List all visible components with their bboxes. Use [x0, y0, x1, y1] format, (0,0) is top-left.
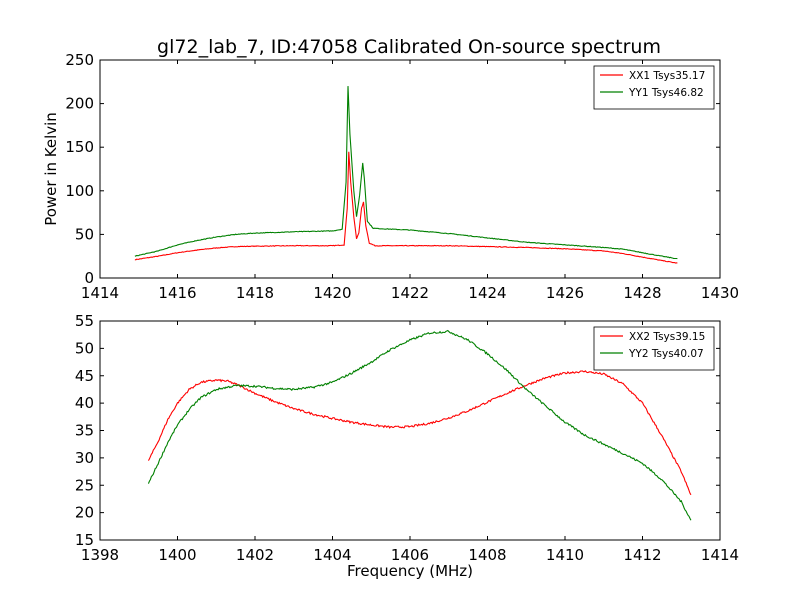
y-tick-label: 250: [65, 51, 94, 69]
legend-label: YY1 Tsys46.82: [628, 87, 704, 99]
y-tick-label: 20: [75, 504, 94, 522]
x-tick-label: 1398: [81, 546, 119, 564]
legend-label: XX1 Tsys35.17: [629, 70, 705, 82]
y-tick-label: 40: [75, 394, 94, 412]
x-tick-label: 1416: [158, 284, 196, 302]
chart-title: gl72_lab_7, ID:47058 Calibrated On-sourc…: [157, 36, 661, 58]
y-axis-label: Power in Kelvin: [42, 112, 60, 226]
series-line-1-2: [134, 86, 678, 260]
y-tick-label: 25: [75, 476, 94, 494]
y-tick-label: 0: [84, 269, 94, 287]
x-tick-label: 1400: [158, 546, 196, 564]
y-tick-label: 35: [75, 422, 94, 440]
legend-box-1: [593, 65, 715, 110]
x-tick-label: 1414: [701, 546, 739, 564]
x-tick-label: 1426: [546, 284, 584, 302]
y-tick-label: 150: [65, 138, 94, 156]
x-tick-label: 1428: [623, 284, 661, 302]
y-tick-label: 50: [75, 225, 94, 243]
series-line-2-2: [147, 329, 692, 521]
x-tick-label: 1404: [313, 546, 351, 564]
x-tick-label: 1430: [701, 284, 739, 302]
x-tick-label: 1422: [391, 284, 429, 302]
x-tick-label: 1414: [81, 284, 119, 302]
y-tick-label: 15: [75, 531, 94, 549]
x-tick-label: 1412: [623, 546, 661, 564]
x-tick-label: 1402: [236, 546, 274, 564]
x-tick-label: 1424: [468, 284, 506, 302]
x-tick-label: 1410: [546, 546, 584, 564]
series-line-1-1: [134, 151, 678, 264]
legend-label: YY2 Tsys40.07: [628, 348, 704, 360]
x-tick-label: 1418: [236, 284, 274, 302]
x-tick-label: 1406: [391, 546, 429, 564]
legend-label: XX2 Tsys39.15: [629, 331, 705, 343]
y-tick-label: 45: [75, 367, 94, 385]
series-line-2-1: [147, 370, 692, 496]
y-tick-label: 30: [75, 449, 94, 467]
y-tick-label: 50: [75, 339, 94, 357]
x-tick-label: 1420: [313, 284, 351, 302]
y-tick-label: 100: [65, 182, 94, 200]
plot-2: 1398 1400 1402 1404 1406 1408 1410 1412 1414 15 20…: [75, 312, 739, 580]
plot-1: 1414 1416 1418 1420 1422 1424 1426 1428 1430 0 50 1…: [42, 51, 739, 302]
y-tick-label: 200: [65, 95, 94, 113]
legend-box-2: [593, 326, 715, 371]
y-tick-label: 55: [75, 312, 94, 330]
x-tick-label: 1408: [468, 546, 506, 564]
x-axis-label: Frequency (MHz): [347, 562, 473, 580]
